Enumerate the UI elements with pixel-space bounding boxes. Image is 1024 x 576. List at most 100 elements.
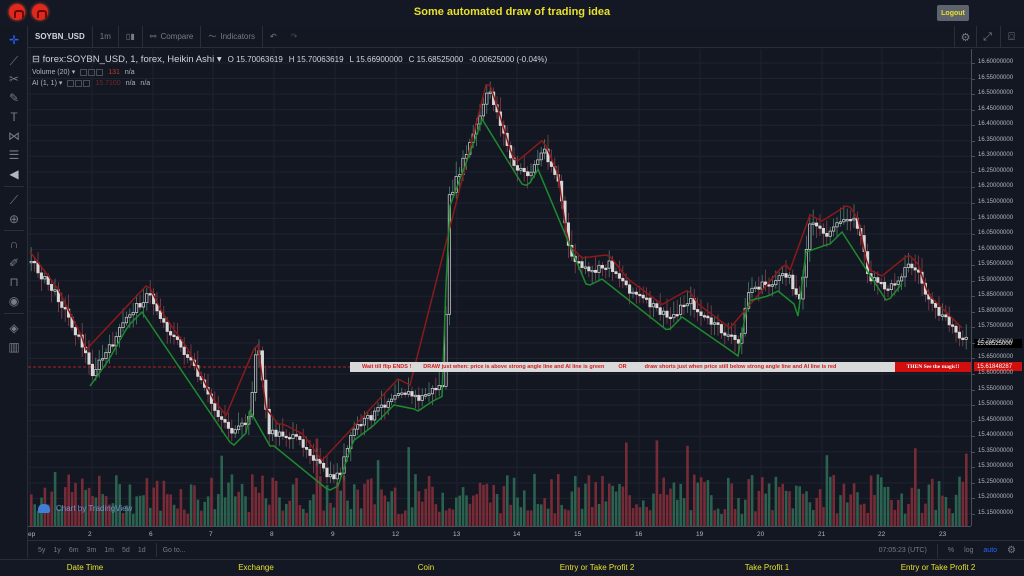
interval-select[interactable]: 1m [93,25,119,48]
strategy-banner: Wait till flip ENDS ! DRAW just when: pr… [350,362,896,372]
ai-label[interactable]: AI (1, 1) ▾ [32,80,63,87]
log-toggle[interactable]: log [964,547,974,554]
time-label: 8 [270,531,274,538]
legend-open: O 15.70063619 [227,55,283,64]
compare-button[interactable]: ⚯ Compare [143,25,202,48]
price-label: 16.20000000 [970,183,1014,190]
time-label: 9 [331,531,335,538]
footer-coin: Coin [417,563,435,572]
ai-extra-1: n/a [125,79,136,87]
time-label: ep [28,531,36,538]
footer-columns: Date Time Exchange Coin Entry or Take Pr… [0,559,1024,576]
brand-logo-icon-2[interactable] [32,4,48,20]
undo-icon[interactable]: ↶ [270,32,277,41]
range-3m[interactable]: 3m [86,546,97,554]
time-axis[interactable]: ep 2 6 7 8 9 12 13 14 15 16 19 20 21 22 23 [28,526,971,540]
footer-exchange: Exchange [238,563,274,572]
chart-toolbar: SOYBN_USD 1m ▯▮ ⚯ Compare 〜 Indicators ↶ ↷… [28,25,1024,48]
brand-logo-icon[interactable] [9,4,25,20]
chart-pane[interactable]: ⊟ forex:SOYBN_USD, 1, forex, Heikin Ashi… [28,49,971,526]
range-5d[interactable]: 5d [122,546,130,554]
text-icon[interactable]: T [10,110,18,124]
magic-badge: THEN See the magic!! [895,362,971,372]
legend-low: L 15.66900000 [349,55,403,64]
bottom-bar: 5y 1y 6m 3m 1m 5d 1d Go to... 07:05:23 (… [28,540,1024,559]
camera-icon[interactable]: ⌼ [1000,26,1022,48]
tradingview-watermark[interactable]: Chart by TradingView [38,504,132,513]
layers-icon[interactable]: ◈ [9,321,19,335]
fullscreen-icon[interactable]: ⤢ [976,26,998,48]
auto-toggle[interactable]: auto [983,547,998,554]
time-label: 6 [149,531,153,538]
logout-button[interactable]: Logout [937,5,969,21]
range-6m[interactable]: 6m [68,546,79,554]
divider [4,230,24,231]
banner-text-wait: Wait till flip ENDS ! [362,364,412,370]
drawing-toolbar: ✛ ⟋ ✂ ✎ T ⋈ ☰ ◀ ⟋ ⊕ ∩ ✐ ⊓ ◉ ◈ ▥ [0,26,28,558]
volume-label[interactable]: Volume (20) ▾ [32,69,76,76]
range-1m[interactable]: 1m [104,546,115,554]
price-label: 16.05000000 [970,230,1014,237]
price-label: 15.20000000 [970,494,1014,501]
line-price-tag: 15.61848287 [974,362,1022,371]
utc-clock[interactable]: 07:05:23 (UTC) [878,547,927,554]
ai-controls[interactable] [67,79,91,87]
eye-icon[interactable]: ◉ [8,294,20,308]
time-label: 2 [88,531,92,538]
price-label: 15.65000000 [970,354,1014,361]
series-title[interactable]: ⊟ forex:SOYBN_USD, 1, forex, Heikin Ashi… [32,54,222,65]
ai-extra-2: n/a [140,79,151,87]
symbol-search[interactable]: SOYBN_USD [28,25,93,48]
percent-toggle[interactable]: % [947,547,955,554]
price-label: 15.25000000 [970,478,1014,485]
pattern-icon[interactable]: ⋈ [8,129,20,143]
price-label: 15.45000000 [970,416,1014,423]
watermark-text: Chart by TradingView [56,504,133,513]
top-header: Some automated draw of trading idea Logo… [0,0,1024,26]
gear-icon[interactable]: ⚙ [954,26,976,48]
time-label: 22 [878,531,886,538]
candles-icon[interactable]: ▯▮ [119,25,143,48]
banner-text-or: OR [618,364,627,370]
price-label: 15.35000000 [970,447,1014,454]
brush-icon[interactable]: ✎ [8,91,20,105]
divider [4,313,24,314]
volume-controls[interactable] [80,68,104,76]
gear-icon[interactable]: ⚙ [1007,545,1016,556]
price-chart-canvas[interactable] [28,49,971,526]
prediction-icon[interactable]: ☰ [8,148,20,162]
legend-change: -0.00625000 (-0.04%) [469,55,548,64]
compare-label: Compare [160,32,194,41]
fib-icon[interactable]: ✂ [8,72,20,86]
crosshair-icon[interactable]: ✛ [8,33,20,47]
banner-text-short: draw shorts just when price still below … [644,364,837,370]
zoom-in-icon[interactable]: ⊕ [8,212,20,226]
price-label: 15.40000000 [970,432,1014,439]
trend-line-icon[interactable]: ⟋ [9,53,19,68]
range-5y[interactable]: 5y [38,546,46,554]
magnet-icon[interactable]: ∩ [9,237,19,251]
time-label: 14 [513,531,521,538]
back-arrow-icon[interactable]: ◀ [9,167,19,181]
price-label: 16.45000000 [970,105,1014,112]
ai-legend: AI (1, 1) ▾ 15.7100 n/a n/a [32,79,547,87]
unlock-icon[interactable]: ⊓ [9,275,19,289]
footer-date-time: Date Time [66,563,104,572]
price-axis[interactable]: 15.68525000 15.61848287 16.60000000 16.55… [970,49,1024,526]
lock-drawing-icon[interactable]: ✐ [8,256,20,270]
ai-value: 15.7100 [95,79,121,87]
ruler-icon[interactable]: ⟋ [9,192,19,207]
price-label: 16.60000000 [970,59,1014,65]
divider [155,543,157,557]
range-1d[interactable]: 1d [137,546,146,554]
time-label: 12 [392,531,400,538]
trash-icon[interactable]: ▥ [8,340,20,354]
time-label: 16 [635,531,643,538]
volume-value: 131 [108,68,120,76]
redo-icon[interactable]: ↷ [290,32,298,41]
banner-text-long: DRAW just when: price is above strong an… [423,364,605,370]
indicators-button[interactable]: 〜 Indicators [201,25,264,48]
goto-button[interactable]: Go to... [162,546,186,554]
price-label: 16.15000000 [970,198,1014,205]
range-1y[interactable]: 1y [53,546,61,554]
